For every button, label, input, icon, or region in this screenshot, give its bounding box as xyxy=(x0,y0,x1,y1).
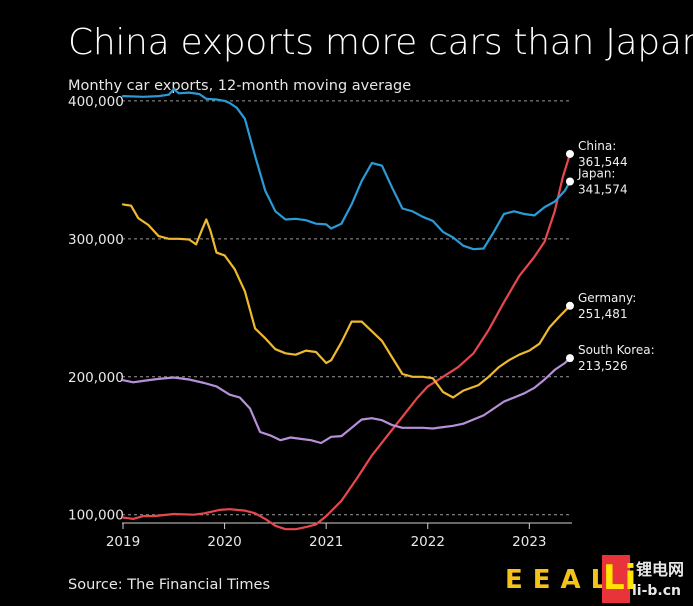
end-marker-germany xyxy=(565,301,574,310)
watermark-badge xyxy=(602,555,630,603)
watermark-badge-text: Li xyxy=(603,558,637,598)
end-label-germany: Germany: xyxy=(578,291,636,305)
end-label-japan: Japan: xyxy=(577,166,616,180)
series-line-japan xyxy=(121,88,572,251)
y-tick-label: 100,000 xyxy=(68,508,124,524)
end-marker-china xyxy=(565,149,574,158)
end-marker-japan xyxy=(565,177,574,186)
series-line-germany xyxy=(121,203,572,399)
x-tick-label: 2019 xyxy=(106,534,140,550)
end-value-south-korea: 213,526 xyxy=(578,359,628,373)
x-tick-label: 2023 xyxy=(512,534,546,550)
y-tick-label: 400,000 xyxy=(68,94,124,110)
x-tick-label: 2022 xyxy=(411,534,445,550)
series-line-china xyxy=(121,152,572,531)
gridlines xyxy=(122,100,572,516)
y-tick-label: 300,000 xyxy=(68,232,124,248)
series-line-south-korea xyxy=(121,357,572,445)
watermark-site-name: 锂电网 xyxy=(636,560,685,579)
chart-subtitle: Monthy car exports, 12-month moving aver… xyxy=(68,78,412,94)
watermark-site-url: li-b.cn xyxy=(632,583,682,599)
end-value-germany: 251,481 xyxy=(578,307,628,321)
y-tick-label: 200,000 xyxy=(68,370,124,386)
end-value-china: 361,544 xyxy=(578,155,628,169)
source-note: Source: The Financial Times xyxy=(68,577,271,593)
series-lines xyxy=(121,88,572,531)
end-label-china: China: xyxy=(578,139,616,153)
y-axis-ticks: 100,000 200,000 300,000 400,000 xyxy=(68,94,124,524)
end-marker-south-korea xyxy=(565,354,574,363)
x-tick-label: 2020 xyxy=(207,534,241,550)
chart-title: China exports more cars than Japan xyxy=(68,22,693,63)
end-label-south-korea: South Korea: xyxy=(578,343,655,357)
x-axis: 2019 2020 2021 2022 2023 xyxy=(106,522,572,550)
x-tick-label: 2021 xyxy=(309,534,343,550)
end-value-japan: 341,574 xyxy=(578,182,628,196)
